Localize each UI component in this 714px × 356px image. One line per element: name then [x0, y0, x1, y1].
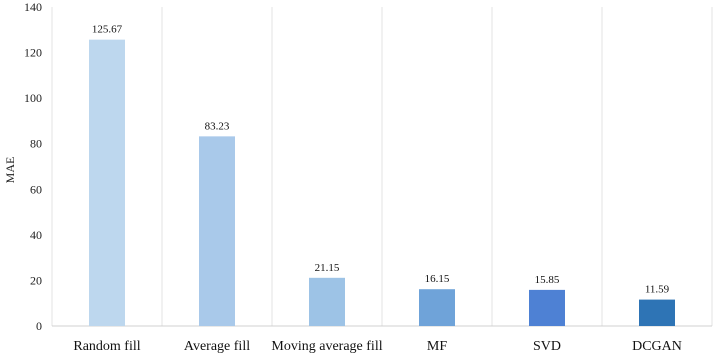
x-tick-label: MF: [427, 339, 447, 354]
y-tick-label: 20: [30, 273, 42, 287]
y-tick-label: 40: [30, 228, 42, 242]
y-tick-label: 80: [30, 137, 42, 151]
y-tick-label: 0: [36, 319, 42, 333]
bar: [529, 289, 565, 326]
x-tick-label: Moving average fill: [271, 339, 382, 354]
bar: [419, 289, 455, 326]
data-label: 16.15: [425, 273, 450, 285]
label-layer: 125.67 Random fill 83.23 Average fill 21.15 M…: [73, 24, 682, 354]
data-label: 125.67: [92, 24, 123, 36]
bar: [639, 299, 675, 326]
data-label: 21.15: [315, 262, 340, 274]
x-tick-label: Average fill: [184, 339, 250, 354]
y-tick-label: 120: [24, 46, 42, 60]
x-tick-label: Random fill: [73, 339, 140, 354]
x-tick-label: DCGAN: [632, 339, 682, 354]
bar: [199, 136, 235, 326]
axis-layer: 0 20 40 60 80 100 120 140: [24, 0, 712, 333]
y-axis-title: MAE: [3, 157, 17, 184]
grid-layer: [51, 7, 713, 326]
data-label: 11.59: [645, 284, 670, 296]
y-tick-label: 140: [24, 0, 42, 14]
data-label: 15.85: [535, 274, 560, 286]
y-tick-label: 100: [24, 91, 42, 105]
bar-layer: [89, 39, 675, 327]
bar: [309, 277, 345, 326]
data-label: 83.23: [205, 120, 230, 132]
y-tick-label: 60: [30, 182, 42, 196]
bar: [89, 39, 125, 327]
x-tick-label: SVD: [533, 339, 561, 354]
